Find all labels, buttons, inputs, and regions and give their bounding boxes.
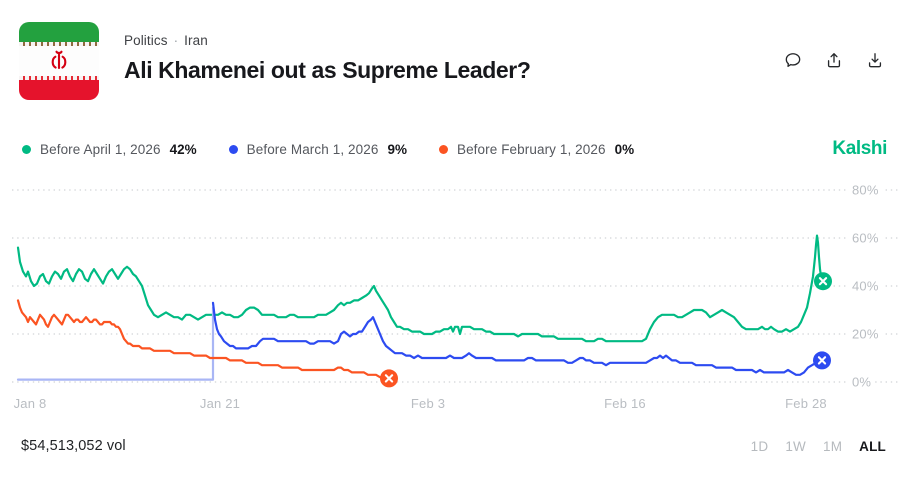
range-button-1d[interactable]: 1D (750, 438, 769, 454)
download-button[interactable] (864, 49, 886, 71)
x-axis-tick-label: Feb 28 (785, 396, 827, 411)
y-axis-tick-label: 60% (849, 230, 882, 246)
legend-label: Before February 1, 2026 (456, 141, 606, 157)
x-axis-tick-label: Jan 8 (13, 396, 47, 411)
flag-red-band (19, 76, 99, 100)
range-button-1m[interactable]: 1M (823, 438, 843, 454)
range-button-all[interactable]: ALL (859, 438, 886, 454)
legend-dot (438, 144, 448, 154)
breadcrumb-subcategory[interactable]: Iran (184, 33, 208, 48)
chart-footer: $54,513,052 vol 1D 1W 1M ALL (21, 438, 886, 454)
page-title: Ali Khamenei out as Supreme Leader? (124, 57, 531, 83)
legend-item-before-march[interactable]: Before March 1, 2026 9% (228, 141, 407, 157)
download-icon (868, 53, 882, 68)
share-button[interactable] (823, 49, 845, 71)
volume-label: $54,513,052 vol (21, 438, 126, 454)
header-actions (782, 49, 886, 71)
x-axis-tick-label: Feb 3 (410, 396, 446, 411)
kalshi-logo: Kalshi (832, 138, 887, 159)
iran-flag-icon (19, 22, 99, 100)
series-line (16, 299, 390, 380)
comment-button[interactable] (782, 49, 804, 71)
legend-dot (22, 144, 31, 154)
series-line (16, 234, 825, 343)
legend-label: Before April 1, 2026 (40, 141, 161, 157)
range-selector: 1D 1W 1M ALL (751, 439, 886, 454)
series-line (211, 301, 824, 376)
flag-white-band (19, 46, 99, 76)
legend-label: Before March 1, 2026 (246, 141, 379, 157)
x-axis-tick-label: Feb 16 (604, 396, 646, 411)
legend-dot (228, 144, 238, 154)
chart-legend: Before April 1, 2026 42% Before March 1,… (22, 138, 887, 160)
breadcrumb-category[interactable]: Politics (124, 33, 168, 48)
share-icon (827, 53, 841, 68)
y-axis-tick-label: 80% (849, 182, 882, 198)
legend-item-before-february[interactable]: Before February 1, 2026 0% (438, 141, 635, 157)
legend-value: 0% (614, 141, 635, 157)
breadcrumb: Politics · Iran (124, 33, 531, 48)
price-chart[interactable]: 0% 20% 40% 60% 80% Jan 8 Jan 21 Feb 3 Feb 16 Feb… (0, 170, 907, 420)
flag-green-band (19, 22, 99, 46)
y-axis-tick-label: 0% (849, 374, 875, 390)
legend-value: 9% (387, 141, 407, 157)
range-button-1w[interactable]: 1W (785, 438, 806, 454)
series-line (16, 306, 215, 381)
y-axis-tick-label: 20% (849, 326, 882, 342)
iran-emblem-icon (51, 50, 67, 70)
x-axis-tick-label: Jan 21 (199, 396, 241, 411)
legend-value: 42% (169, 141, 197, 157)
comment-icon (785, 53, 801, 67)
breadcrumb-separator: · (173, 33, 179, 48)
y-axis-tick-label: 40% (849, 278, 882, 294)
price-chart-svg[interactable] (0, 170, 907, 420)
legend-item-before-april[interactable]: Before April 1, 2026 42% (22, 142, 197, 157)
